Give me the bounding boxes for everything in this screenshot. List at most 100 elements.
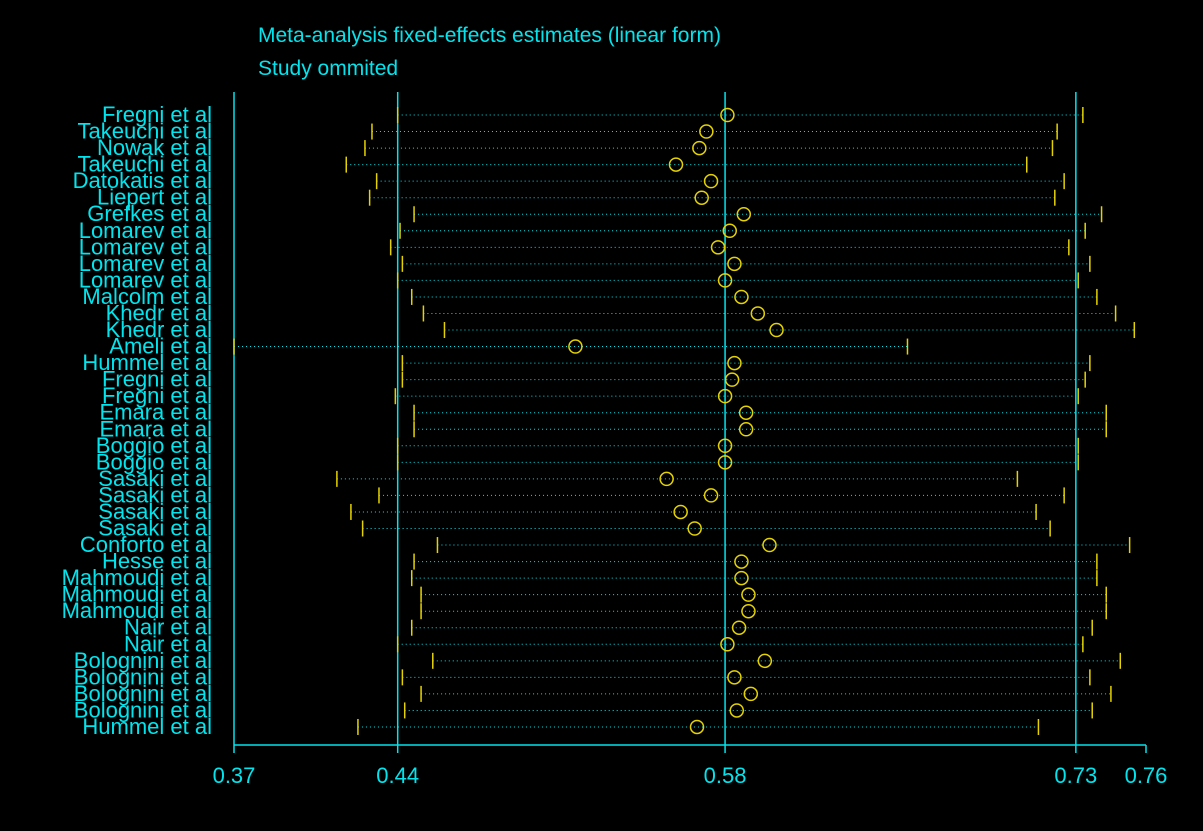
- study-row: Emara et al: [100, 416, 1107, 441]
- estimate-point: [689, 719, 705, 735]
- estimate-point: [734, 554, 749, 569]
- x-tick-label: 0.73: [1054, 763, 1097, 788]
- estimate-point: [738, 422, 754, 437]
- study-row: Sasaki et al: [98, 516, 1051, 541]
- study-row: Bolognini et al: [74, 664, 1091, 689]
- study-label: Sasaki et al: [98, 516, 212, 541]
- estimate-point: [717, 388, 733, 404]
- x-tick-label: 0.76: [1125, 763, 1168, 788]
- estimate-point: [727, 670, 742, 685]
- estimate-point: [757, 653, 773, 669]
- estimate-point: [741, 587, 756, 602]
- estimate-point: [710, 240, 726, 255]
- study-label: Mahmoudi et al: [62, 582, 212, 607]
- estimate-point: [741, 603, 756, 619]
- study-label: Lomarev et al: [79, 234, 212, 259]
- study-row: Hummel et al: [82, 350, 1091, 375]
- study-row: Bolognini et al: [74, 697, 1093, 722]
- study-row: Bolognini et al: [74, 648, 1122, 673]
- study-row: Fregni et al: [102, 102, 1084, 127]
- x-tick-label: 0.44: [376, 763, 419, 788]
- study-label: Lomarev et al: [79, 267, 212, 292]
- estimate-point: [699, 124, 714, 139]
- study-row: Ameli et al: [109, 334, 909, 359]
- estimate-point: [692, 140, 707, 156]
- estimate-point: [750, 306, 766, 321]
- study-row: Hummel et al: [82, 714, 1040, 739]
- estimate-point: [659, 471, 674, 487]
- reference-lines: [233, 92, 1077, 745]
- study-row: Bolognini et al: [74, 681, 1112, 706]
- study-row: Lomarev et al: [79, 251, 1091, 276]
- study-label: Hummel et al: [82, 350, 212, 375]
- estimate-point: [673, 504, 688, 520]
- study-row: Takeuchi et al: [77, 119, 1058, 144]
- study-label: Khedr et al: [106, 317, 212, 342]
- study-label: Grefkes et al: [87, 201, 212, 226]
- estimate-point: [731, 620, 747, 635]
- x-tick-label: 0.58: [704, 763, 747, 788]
- estimate-point: [734, 570, 749, 586]
- x-axis: 0.37 0.44 0.58 0.73 0.76: [213, 744, 1168, 788]
- study-label: Sasaki et al: [98, 482, 212, 507]
- estimate-point: [738, 405, 754, 420]
- estimate-point: [727, 355, 742, 371]
- estimate-point: [568, 339, 583, 354]
- x-tick-label: 0.37: [213, 763, 256, 788]
- study-row: Lomarev et al: [79, 218, 1086, 243]
- study-row: Mahmoudi et al: [62, 565, 1098, 590]
- study-row: Emara et al: [100, 400, 1107, 425]
- study-label: Fregni et al: [102, 383, 212, 408]
- estimate-point: [720, 107, 735, 123]
- estimate-point: [720, 637, 735, 652]
- study-label: Hesse et al: [102, 549, 212, 574]
- estimate-point: [703, 488, 719, 503]
- chart-subtitle: Study ommited: [258, 57, 398, 80]
- estimate-point: [717, 438, 733, 454]
- study-row: Fregni et al: [102, 367, 1086, 392]
- study-label: Nair et al: [124, 615, 212, 640]
- study-label: Fregni et al: [102, 102, 212, 127]
- study-label: Sasaki et al: [98, 499, 212, 524]
- estimate-point: [703, 173, 719, 189]
- study-row: Conforto et al: [80, 532, 1131, 557]
- estimate-point: [687, 521, 702, 536]
- study-label: Datokatis et al: [73, 168, 212, 193]
- study-row: Sasaki et al: [98, 466, 1019, 491]
- study-label: Hummel et al: [82, 714, 212, 739]
- estimate-point: [694, 190, 709, 205]
- study-row: Nair et al: [124, 631, 1084, 656]
- study-row: Nair et al: [124, 615, 1093, 640]
- estimate-point: [668, 157, 684, 172]
- study-row: Mahmoudi et al: [62, 582, 1107, 607]
- study-label: Liepert et al: [97, 185, 212, 210]
- estimate-point: [729, 703, 745, 718]
- study-row: Grefkes et al: [87, 201, 1103, 226]
- study-label: Takeuchi et al: [77, 152, 212, 177]
- study-label: Ameli et al: [109, 334, 212, 359]
- estimate-point: [717, 273, 733, 288]
- study-label: Conforto et al: [80, 532, 212, 557]
- study-label: Bolognini et al: [74, 648, 212, 673]
- study-row: Mahmoudi et al: [62, 598, 1107, 623]
- study-row: Lomarev et al: [79, 267, 1079, 292]
- study-row: Boggio et al: [96, 449, 1079, 474]
- study-row: Nowak et al: [97, 135, 1054, 160]
- study-row: Sasaki et al: [98, 482, 1065, 507]
- estimate-point: [717, 455, 733, 470]
- study-label: Mahmoudi et al: [62, 565, 212, 590]
- study-label: Khedr et al: [106, 300, 212, 325]
- study-label: Boggio et al: [96, 433, 212, 458]
- study-label: Emara et al: [100, 400, 213, 425]
- study-label: Mahmoudi et al: [62, 598, 212, 623]
- study-label: Fregni et al: [102, 367, 212, 392]
- estimate-point: [722, 223, 738, 239]
- study-label: Takeuchi et al: [77, 119, 212, 144]
- study-label: Bolognini et al: [74, 664, 212, 689]
- study-row: Malcolm et al: [82, 284, 1098, 309]
- study-label: Nowak et al: [97, 135, 212, 160]
- study-row: Fregni et al: [102, 383, 1079, 408]
- estimate-point: [743, 686, 759, 702]
- study-row: Hesse et al: [102, 549, 1098, 574]
